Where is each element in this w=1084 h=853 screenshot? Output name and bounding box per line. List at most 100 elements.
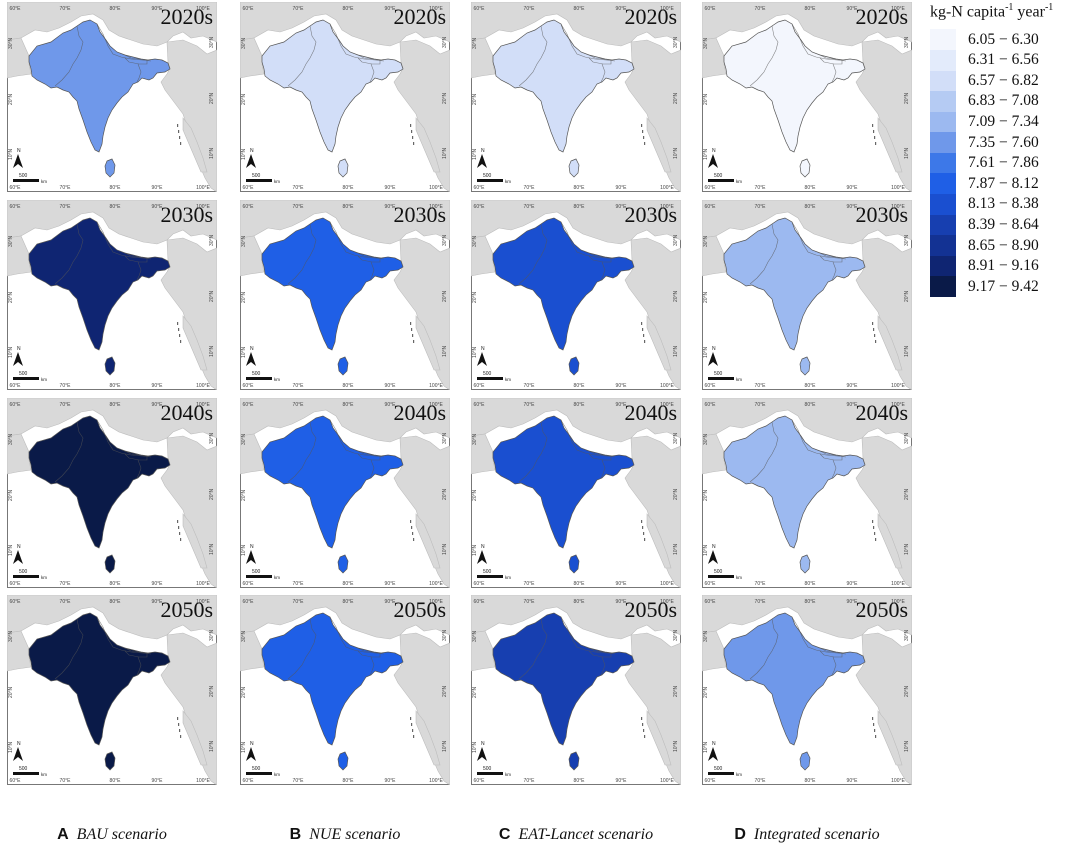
neighbor-land xyxy=(702,37,727,79)
lon-tick-label: 90°E xyxy=(847,204,859,210)
scale-unit: km xyxy=(41,179,47,184)
lat-tick-label: 30°N xyxy=(209,432,215,444)
north-arrow-icon xyxy=(708,747,718,761)
north-label: N xyxy=(250,148,254,154)
neighbor-land xyxy=(471,398,681,443)
north-label: N xyxy=(481,346,485,352)
country-border xyxy=(819,647,843,658)
map-svg: 60°E 60°E 70°E 70°E 80°E 80°E 90°E 90°E 100°E 100… xyxy=(7,200,217,390)
country-border xyxy=(124,450,148,461)
country-border xyxy=(329,616,385,655)
country-border xyxy=(819,252,843,263)
legend-swatch xyxy=(930,255,956,277)
neighbor-land xyxy=(240,200,450,245)
lon-tick-label: 70°E xyxy=(524,581,536,587)
lat-tick-label: 30°N xyxy=(209,234,215,246)
scale-value: 500 xyxy=(19,569,28,575)
scale-unit: km xyxy=(736,377,742,382)
lon-tick-label: 70°E xyxy=(524,383,536,389)
lat-tick-label: 20°N xyxy=(241,489,247,501)
lat-tick-label: 20°N xyxy=(442,290,448,302)
lat-tick-label: 10°N xyxy=(8,346,14,358)
legend-class: 7.87 − 8.12 xyxy=(930,173,1080,195)
lon-tick-label: 100°E xyxy=(660,383,674,389)
scale-bar xyxy=(477,377,503,380)
lon-tick-label: 80°E xyxy=(805,581,817,587)
lon-tick-label: 90°E xyxy=(616,185,628,191)
map-panel: 60°E 60°E 70°E 70°E 80°E 80°E 90°E 90°E 100°E 100… xyxy=(702,2,912,192)
lon-tick-label: 70°E xyxy=(293,402,305,408)
legend-swatch xyxy=(930,173,956,195)
scenario-name: BAU scenario xyxy=(76,826,167,843)
neighbor-land xyxy=(702,2,912,47)
legend-swatch xyxy=(930,152,956,174)
sri-lanka-region xyxy=(799,158,811,178)
lon-tick-label: 90°E xyxy=(616,383,628,389)
neighbor-land xyxy=(7,235,32,277)
neighbor-land xyxy=(182,513,208,569)
scale-bar xyxy=(708,377,734,380)
north-label: N xyxy=(250,346,254,352)
lat-tick-label: 20°N xyxy=(472,93,478,105)
sri-lanka-region xyxy=(337,554,349,574)
lon-tick-label: 90°E xyxy=(152,204,164,210)
lon-tick-label: 90°E xyxy=(847,778,859,784)
north-arrow-icon xyxy=(13,352,23,366)
lon-tick-label: 70°E xyxy=(60,599,72,605)
country-border xyxy=(588,647,612,658)
north-arrow-icon xyxy=(246,550,256,564)
decade-label: 2020s xyxy=(160,4,213,29)
legend-class: 6.31 − 6.56 xyxy=(930,49,1080,71)
north-arrow-icon xyxy=(246,352,256,366)
country-border xyxy=(124,54,148,65)
north-arrow-icon xyxy=(477,154,487,168)
lat-tick-label: 30°N xyxy=(241,433,247,445)
legend-swatch xyxy=(930,91,956,112)
decade-label: 2020s xyxy=(624,4,677,29)
lat-tick-label: 10°N xyxy=(703,741,709,753)
lon-tick-label: 60°E xyxy=(243,599,255,605)
decade-label: 2030s xyxy=(393,202,446,227)
lon-tick-label: 60°E xyxy=(474,383,486,389)
decade-label: 2050s xyxy=(855,597,908,622)
scale-value: 500 xyxy=(714,766,723,772)
lon-tick-label: 70°E xyxy=(293,778,305,784)
lat-tick-label: 10°N xyxy=(8,148,14,160)
legend-label: 6.05 − 6.30 xyxy=(968,30,1039,48)
decade-label: 2030s xyxy=(624,202,677,227)
lon-tick-label: 70°E xyxy=(60,185,72,191)
lon-tick-label: 90°E xyxy=(385,6,397,12)
lon-tick-label: 60°E xyxy=(10,185,22,191)
scale-bar xyxy=(246,179,272,182)
lon-tick-label: 100°E xyxy=(429,204,443,210)
lon-tick-label: 60°E xyxy=(705,402,717,408)
decade-label: 2040s xyxy=(160,400,213,425)
neighbor-land xyxy=(7,595,217,640)
lon-tick-label: 70°E xyxy=(755,402,767,408)
lat-tick-label: 20°N xyxy=(904,92,910,104)
lat-tick-label: 10°N xyxy=(442,740,448,752)
scale-value: 500 xyxy=(19,371,28,377)
lat-tick-label: 20°N xyxy=(673,290,679,302)
lon-tick-label: 60°E xyxy=(10,204,22,210)
lon-tick-label: 60°E xyxy=(705,581,717,587)
country-border xyxy=(136,261,142,281)
north-label: N xyxy=(17,148,21,154)
scale-unit: km xyxy=(274,575,280,580)
map-panel: 60°E 60°E 70°E 70°E 80°E 80°E 90°E 90°E 100°E 100… xyxy=(7,595,217,785)
legend-label: 8.13 − 8.38 xyxy=(968,195,1039,213)
scenario-caption: C EAT-Lancet scenario xyxy=(471,826,681,844)
legend-label: 7.61 − 7.86 xyxy=(968,154,1039,172)
lat-tick-label: 10°N xyxy=(673,543,679,555)
lon-tick-label: 100°E xyxy=(891,185,905,191)
lat-tick-label: 10°N xyxy=(904,740,910,752)
lon-tick-label: 100°E xyxy=(196,185,210,191)
lon-tick-label: 80°E xyxy=(805,402,817,408)
lon-tick-label: 100°E xyxy=(891,383,905,389)
map-panel: 60°E 60°E 70°E 70°E 80°E 80°E 90°E 90°E 100°E 100… xyxy=(702,200,912,390)
lon-tick-label: 70°E xyxy=(293,204,305,210)
lon-tick-label: 80°E xyxy=(805,185,817,191)
lon-tick-label: 100°E xyxy=(891,778,905,784)
scale-bar xyxy=(708,772,734,775)
lon-tick-label: 80°E xyxy=(343,402,355,408)
